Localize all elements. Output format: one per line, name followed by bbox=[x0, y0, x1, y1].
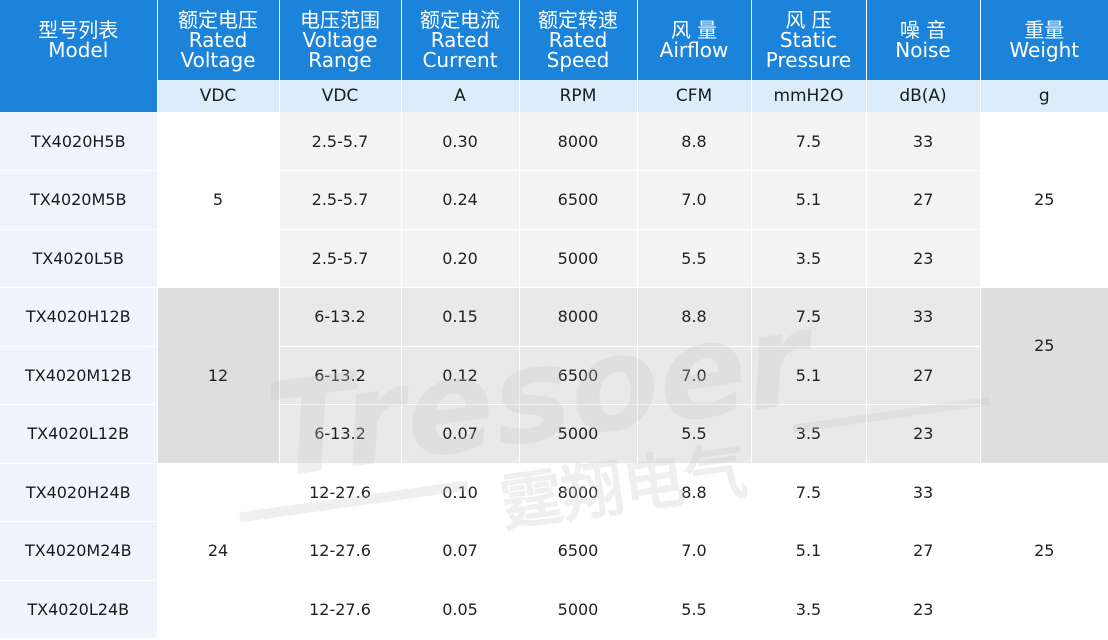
unit-cell: VDC bbox=[157, 80, 280, 112]
speed-cell: 5000 bbox=[519, 404, 638, 464]
airflow-cell: 5.5 bbox=[637, 229, 752, 288]
unit-model-blank bbox=[0, 80, 158, 112]
table-row: TX4020L5B 2.5-5.7 0.20 5000 5.5 3.5 23 bbox=[0, 229, 1108, 288]
noise-cell: 33 bbox=[866, 463, 981, 522]
table-row: TX4020M5B 2.5-5.7 0.24 6500 7.0 5.1 27 bbox=[0, 170, 1108, 230]
airflow-cell: 7.0 bbox=[637, 521, 752, 581]
current-cell: 0.07 bbox=[401, 521, 520, 581]
header-weight: 重量 Weight bbox=[980, 0, 1108, 80]
current-cell: 0.10 bbox=[401, 463, 520, 522]
model-cell: TX4020L24B bbox=[0, 580, 158, 639]
model-cell: TX4020L5B bbox=[0, 229, 158, 288]
weight-cell: 25 bbox=[980, 287, 1108, 464]
range-cell: 6-13.2 bbox=[279, 346, 402, 405]
weight-cell: 25 bbox=[980, 112, 1108, 288]
speed-cell: 5000 bbox=[519, 580, 638, 639]
unit-cell: mmH2O bbox=[751, 80, 867, 112]
table-row: TX4020H5B 5 2.5-5.7 0.30 8000 8.8 7.5 33… bbox=[0, 112, 1108, 288]
model-cell: TX4020H24B bbox=[0, 463, 158, 522]
range-cell: 2.5-5.7 bbox=[279, 170, 402, 230]
header-rated-current: 额定电流 Rated Current bbox=[401, 0, 520, 80]
current-cell: 0.05 bbox=[401, 580, 520, 639]
header-airflow: 风 量 Airflow bbox=[637, 0, 752, 80]
speed-cell: 5000 bbox=[519, 229, 638, 288]
current-cell: 0.30 bbox=[401, 112, 520, 171]
airflow-cell: 5.5 bbox=[637, 404, 752, 464]
speed-cell: 8000 bbox=[519, 112, 638, 171]
noise-cell: 33 bbox=[866, 112, 981, 171]
table-row: TX4020H12B 12 6-13.2 0.15 8000 8.8 7.5 3… bbox=[0, 287, 1108, 464]
unit-cell: CFM bbox=[637, 80, 752, 112]
header-voltage-range: 电压范围 Voltage Range bbox=[279, 0, 402, 80]
noise-cell: 33 bbox=[866, 287, 981, 347]
rated-voltage-cell: 24 bbox=[157, 463, 280, 639]
current-cell: 0.12 bbox=[401, 346, 520, 405]
model-cell: TX4020H12B bbox=[0, 287, 158, 347]
airflow-cell: 5.5 bbox=[637, 580, 752, 639]
header-model: 型号列表 Model bbox=[0, 0, 158, 80]
pressure-cell: 3.5 bbox=[751, 229, 867, 288]
rated-voltage-cell: 5 bbox=[157, 112, 280, 288]
range-cell: 12-27.6 bbox=[279, 463, 402, 522]
pressure-cell: 7.5 bbox=[751, 112, 867, 171]
airflow-cell: 8.8 bbox=[637, 463, 752, 522]
current-cell: 0.20 bbox=[401, 229, 520, 288]
speed-cell: 6500 bbox=[519, 521, 638, 581]
noise-cell: 27 bbox=[866, 170, 980, 230]
current-cell: 0.24 bbox=[401, 170, 520, 230]
airflow-cell: 8.8 bbox=[637, 112, 752, 171]
range-cell: 6-13.2 bbox=[279, 404, 402, 464]
model-cell: TX4020L12B bbox=[0, 404, 158, 464]
pressure-cell: 3.5 bbox=[751, 580, 867, 639]
unit-cell: A bbox=[401, 80, 520, 112]
header-rated-speed: 额定转速 Rated Speed bbox=[519, 0, 638, 80]
noise-cell: 27 bbox=[866, 346, 980, 405]
pressure-cell: 7.5 bbox=[751, 287, 867, 347]
pressure-cell: 7.5 bbox=[751, 463, 867, 522]
unit-cell: VDC bbox=[279, 80, 402, 112]
model-cell: TX4020M5B bbox=[0, 170, 158, 230]
unit-cell: dB(A) bbox=[866, 80, 981, 112]
header-row: 型号列表 Model 额定电压 Rated Voltage 电压范围 Voltage Ra… bbox=[0, 0, 1108, 80]
weight-cell: 25 bbox=[980, 463, 1108, 639]
table-row: TX4020M24B 12-27.6 0.07 6500 7.0 5.1 27 bbox=[0, 521, 1108, 581]
pressure-cell: 3.5 bbox=[751, 404, 867, 464]
model-cell: TX4020H5B bbox=[0, 112, 158, 171]
model-cell: TX4020M12B bbox=[0, 346, 158, 405]
header-static-pressure: 风 压 Static Pressure bbox=[751, 0, 867, 80]
noise-cell: 23 bbox=[866, 404, 980, 464]
header-rated-voltage: 额定电压 Rated Voltage bbox=[157, 0, 280, 80]
pressure-cell: 5.1 bbox=[751, 346, 867, 405]
noise-cell: 23 bbox=[866, 580, 980, 639]
table-row: TX4020L12B 6-13.2 0.07 5000 5.5 3.5 23 bbox=[0, 404, 1108, 464]
airflow-cell: 8.8 bbox=[637, 287, 752, 347]
speed-cell: 6500 bbox=[519, 346, 638, 405]
range-cell: 2.5-5.7 bbox=[279, 229, 402, 288]
current-cell: 0.07 bbox=[401, 404, 520, 464]
table-row: TX4020H24B 24 12-27.6 0.10 8000 8.8 7.5 … bbox=[0, 463, 1108, 639]
speed-cell: 8000 bbox=[519, 287, 638, 347]
speed-cell: 6500 bbox=[519, 170, 638, 230]
range-cell: 2.5-5.7 bbox=[279, 112, 402, 171]
model-cell: TX4020M24B bbox=[0, 521, 158, 581]
range-cell: 12-27.6 bbox=[279, 521, 402, 581]
table-row: TX4020M12B 6-13.2 0.12 6500 7.0 5.1 27 bbox=[0, 346, 1108, 405]
pressure-cell: 5.1 bbox=[751, 170, 867, 230]
table-row: TX4020L24B 12-27.6 0.05 5000 5.5 3.5 23 bbox=[0, 580, 1108, 639]
header-noise: 噪 音 Noise bbox=[866, 0, 981, 80]
noise-cell: 23 bbox=[866, 229, 980, 288]
noise-cell: 27 bbox=[866, 521, 980, 581]
airflow-cell: 7.0 bbox=[637, 170, 752, 230]
airflow-cell: 7.0 bbox=[637, 346, 752, 405]
range-cell: 12-27.6 bbox=[279, 580, 402, 639]
current-cell: 0.15 bbox=[401, 287, 520, 347]
range-cell: 6-13.2 bbox=[279, 287, 402, 347]
unit-cell: RPM bbox=[519, 80, 638, 112]
speed-cell: 8000 bbox=[519, 463, 638, 522]
unit-row: VDC VDC A RPM CFM mmH2O dB(A) g bbox=[0, 80, 1108, 112]
rated-voltage-cell: 12 bbox=[157, 287, 280, 464]
pressure-cell: 5.1 bbox=[751, 521, 867, 581]
unit-cell: g bbox=[980, 80, 1108, 112]
